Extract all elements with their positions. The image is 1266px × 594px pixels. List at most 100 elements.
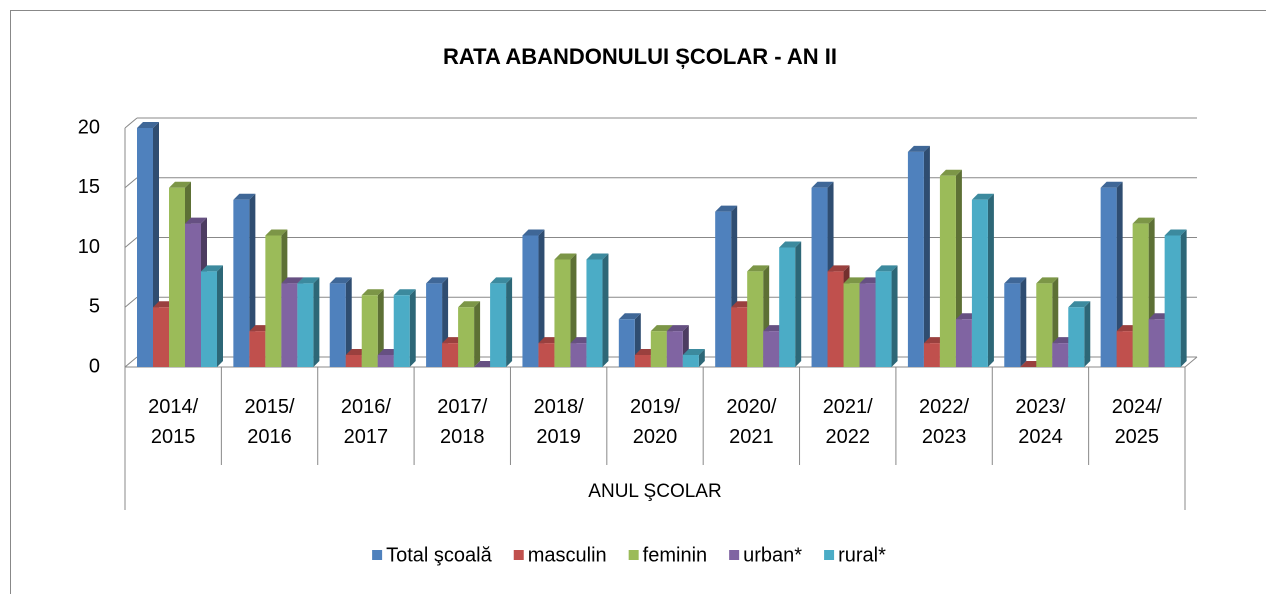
bar-front	[538, 343, 555, 367]
bar-front	[393, 295, 410, 367]
bar-front	[827, 271, 844, 367]
grid-line	[124, 356, 138, 368]
bar-side	[1020, 277, 1027, 367]
y-tick-label: 0	[89, 355, 100, 377]
bar-top	[1164, 229, 1187, 236]
bar-front	[779, 247, 796, 367]
legend-label: Total şcoală	[386, 544, 492, 566]
bar-front	[377, 355, 394, 367]
x-tick-label: 2024/ 2025	[1111, 396, 1162, 448]
bar-front	[907, 151, 924, 367]
bar	[233, 193, 256, 367]
legend-label: rural*	[838, 544, 886, 566]
bar-top	[747, 265, 770, 272]
legend-swatch	[729, 550, 740, 560]
bar-top	[939, 169, 962, 176]
bar-top	[233, 193, 256, 200]
x-tick-label: 2015/ 2016	[244, 396, 295, 448]
bar-front	[249, 331, 266, 367]
y-tick-label: 20	[78, 116, 100, 138]
bar-front	[811, 187, 828, 367]
bar-front	[233, 199, 250, 367]
bar-front	[1068, 307, 1085, 367]
x-tick-label: 2023/ 2024	[1015, 396, 1066, 448]
bar-front	[1036, 283, 1053, 367]
bar	[586, 253, 609, 367]
grid-line	[124, 177, 138, 189]
bar-front	[554, 259, 571, 367]
bar	[522, 229, 545, 367]
bar-side	[506, 277, 513, 367]
bar-top	[1132, 217, 1155, 224]
bar-side	[795, 241, 802, 367]
bar-side	[923, 145, 930, 367]
bar-front	[1148, 319, 1165, 367]
bar-top	[554, 253, 577, 260]
bar-top	[875, 265, 898, 272]
bar-side	[1084, 301, 1091, 367]
bar-side	[377, 289, 384, 367]
bar-top	[586, 253, 609, 260]
bar-front	[265, 235, 282, 367]
bar-front	[185, 223, 201, 367]
y-tick-label: 5	[89, 296, 100, 318]
bar-side	[474, 301, 481, 367]
bar-front	[923, 343, 940, 367]
x-tick-label: 2021/ 2022	[822, 396, 873, 448]
bar-top	[329, 277, 352, 284]
bar-top	[393, 289, 416, 296]
bar	[1068, 301, 1091, 367]
bar-front	[1100, 187, 1117, 367]
bar-front	[618, 319, 635, 367]
bar-front	[1164, 235, 1181, 367]
bar-front	[458, 307, 475, 367]
bar	[682, 349, 705, 367]
bar-front	[875, 271, 892, 367]
bar	[490, 277, 513, 367]
bar-top	[907, 145, 930, 152]
bar-top	[490, 277, 513, 284]
bar	[297, 277, 320, 367]
chart-title: RATA ABANDONULUI ȘCOLAR - AN II	[443, 44, 837, 69]
bar-front	[361, 295, 378, 367]
bar	[361, 289, 384, 367]
bar-top	[1036, 277, 1059, 284]
bar-top	[201, 265, 223, 272]
x-tick-label: 2017/ 2018	[437, 396, 488, 448]
bar	[971, 193, 994, 367]
bar-front	[169, 187, 185, 367]
bar-side	[1116, 181, 1123, 367]
x-tick-label: 2016/ 2017	[340, 396, 391, 448]
bar-top	[185, 217, 207, 224]
bar-front	[297, 283, 314, 367]
bar-front	[843, 283, 860, 367]
bar-side	[313, 277, 320, 367]
bar-front	[153, 307, 169, 367]
bar-front	[345, 355, 362, 367]
y-tick-label: 10	[78, 236, 100, 258]
x-tick-label: 2020/ 2021	[726, 396, 777, 448]
bar	[1164, 229, 1187, 367]
bar-front	[329, 283, 346, 367]
legend-label: urban*	[743, 544, 802, 566]
bar	[1004, 277, 1027, 367]
bar-front	[939, 175, 956, 367]
bar-front	[442, 343, 459, 367]
bar-front	[281, 283, 298, 367]
bar-front	[1132, 223, 1149, 367]
bar-front	[715, 211, 732, 367]
legend-swatch	[628, 550, 639, 560]
bar-top	[281, 277, 304, 284]
legend-label: masculin	[528, 544, 607, 566]
bar-front	[490, 283, 507, 367]
legend-swatch	[513, 550, 524, 560]
bar-side	[409, 289, 416, 367]
grid-line	[124, 237, 138, 248]
floor-right	[1184, 356, 1198, 368]
bar-side	[538, 229, 545, 367]
bar-side	[249, 193, 256, 367]
bar-front	[634, 355, 651, 367]
bar-top	[426, 277, 449, 284]
